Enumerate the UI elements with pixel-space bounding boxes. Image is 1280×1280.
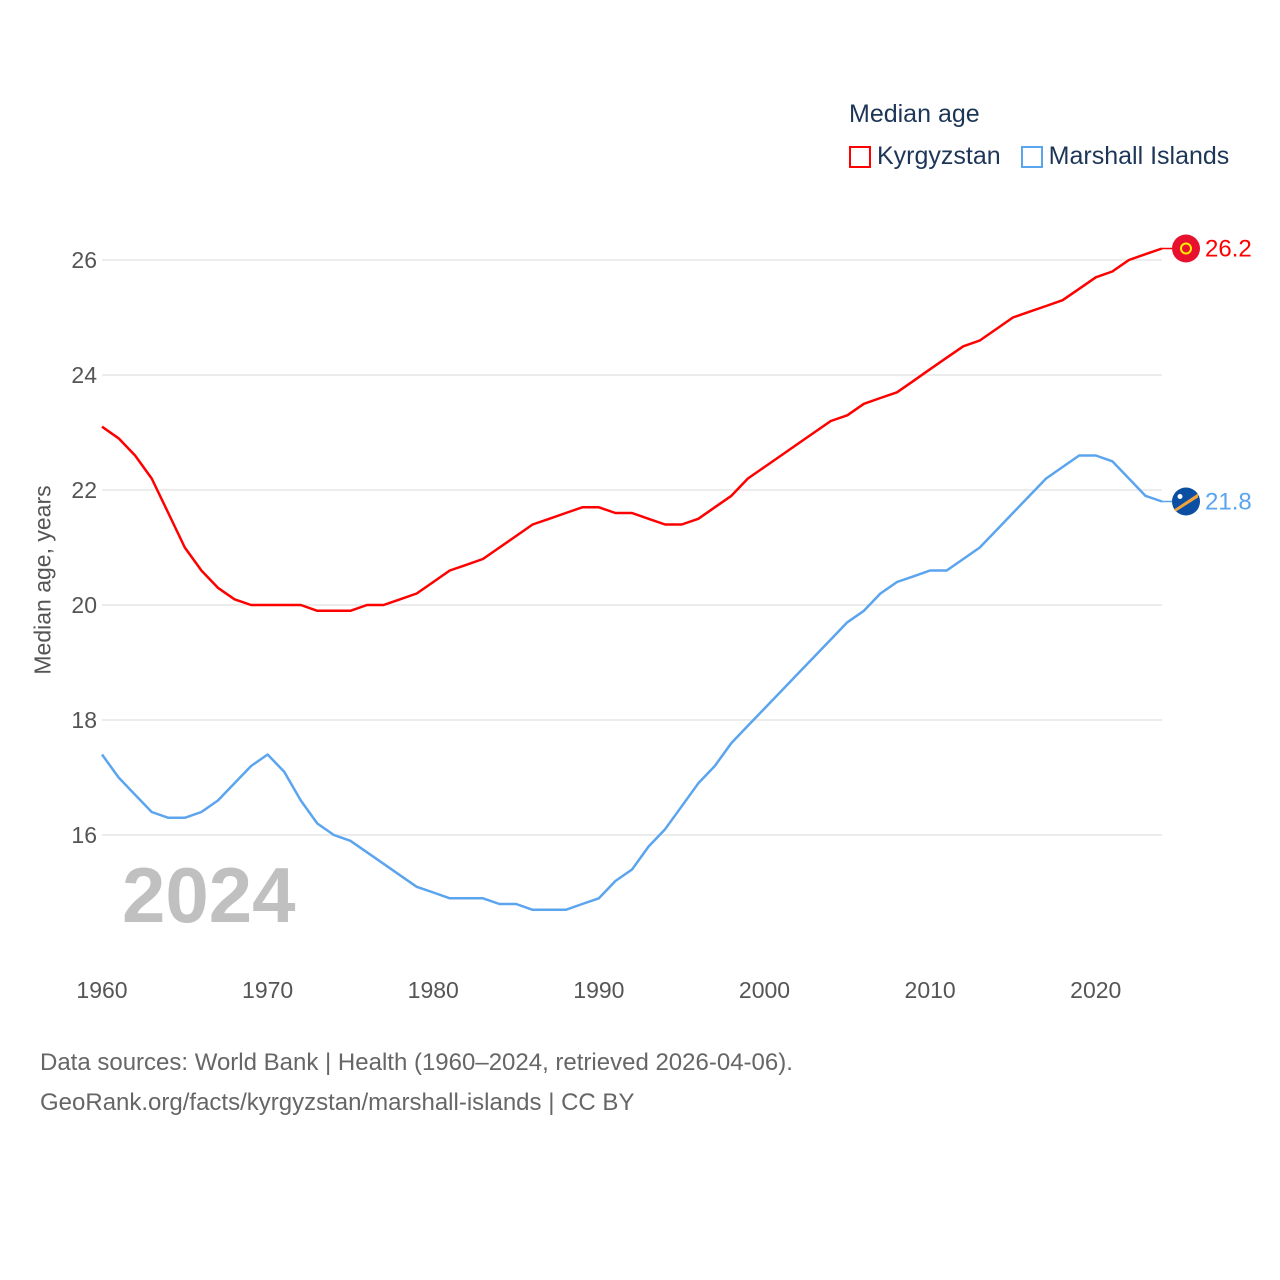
flag-star <box>1177 494 1183 499</box>
y-tick-label: 26 <box>71 247 97 273</box>
legend-item-marshall-islands[interactable]: Marshall Islands <box>1020 142 1230 171</box>
legend-title: Median age <box>849 100 980 128</box>
year-watermark: 2024 <box>122 851 296 939</box>
x-tick-label: 1970 <box>242 977 293 1003</box>
y-tick-label: 22 <box>71 477 97 503</box>
legend-label: Kyrgyzstan <box>877 142 1001 170</box>
y-tick-label: 18 <box>71 707 97 733</box>
flag-stripe <box>1174 493 1198 512</box>
x-tick-label: 2010 <box>905 977 956 1003</box>
y-tick-label: 24 <box>71 362 97 388</box>
legend-swatch <box>849 145 871 168</box>
data-source: Data sources: World Bank | Health (1960–… <box>40 1049 793 1076</box>
kyrgyzstan-flag-icon <box>1172 234 1200 263</box>
footer: Data sources: World Bank | Health (1960–… <box>40 1043 793 1123</box>
series-line-marshall-islands <box>100 454 1163 912</box>
source-link[interactable]: GeoRank.org/facts/kyrgyzstan/marshall-is… <box>40 1089 635 1116</box>
end-value-label: 21.8 <box>1205 489 1252 516</box>
x-tick-label: 1990 <box>573 977 624 1003</box>
y-tick-label: 16 <box>71 822 97 848</box>
y-axis-label: Median age, years <box>29 485 56 675</box>
x-tick-label: 1960 <box>76 977 127 1003</box>
legend-swatch <box>1020 145 1043 168</box>
legend-item-kyrgyzstan[interactable]: Kyrgyzstan <box>849 142 1001 171</box>
y-tick-label: 20 <box>71 592 97 618</box>
flag-sun <box>1180 242 1192 255</box>
series-line-kyrgyzstan <box>101 247 1163 613</box>
legend-label: Marshall Islands <box>1048 142 1230 170</box>
legend: Kyrgyzstan Marshall Islands <box>849 142 1229 171</box>
end-value-label: 26.2 <box>1205 236 1252 263</box>
x-tick-label: 1980 <box>408 977 459 1003</box>
x-tick-label: 2020 <box>1070 977 1121 1003</box>
x-tick-label: 2000 <box>739 977 790 1003</box>
